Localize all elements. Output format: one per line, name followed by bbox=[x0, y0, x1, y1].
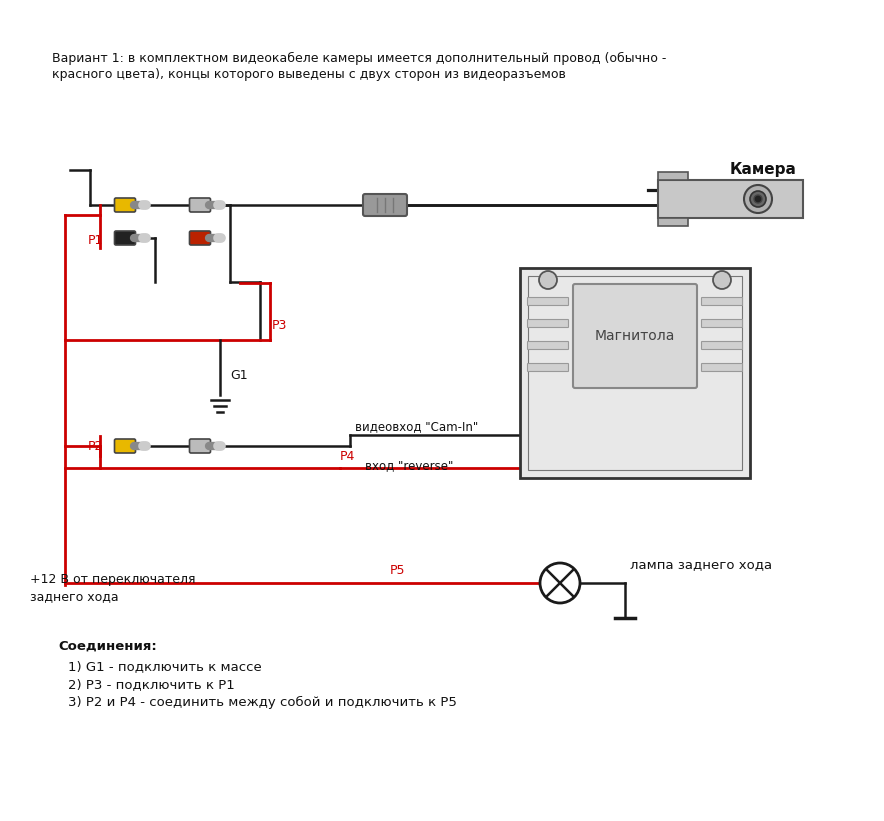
Text: Соединения:: Соединения: bbox=[58, 640, 156, 653]
Text: вход "reverse": вход "reverse" bbox=[365, 460, 453, 473]
Circle shape bbox=[754, 195, 762, 203]
Text: Вариант 1: в комплектном видеокабеле камеры имеется дополнительный провод (обычн: Вариант 1: в комплектном видеокабеле кам… bbox=[52, 52, 667, 65]
FancyBboxPatch shape bbox=[189, 198, 210, 212]
Circle shape bbox=[744, 185, 772, 213]
Text: P3: P3 bbox=[272, 319, 287, 332]
Text: P2: P2 bbox=[88, 439, 103, 452]
Circle shape bbox=[539, 271, 557, 289]
FancyBboxPatch shape bbox=[702, 364, 743, 371]
FancyBboxPatch shape bbox=[702, 319, 743, 328]
Text: видеовход "Cam-In": видеовход "Cam-In" bbox=[355, 420, 478, 433]
FancyBboxPatch shape bbox=[520, 268, 750, 478]
FancyBboxPatch shape bbox=[189, 231, 210, 245]
FancyBboxPatch shape bbox=[702, 342, 743, 350]
FancyBboxPatch shape bbox=[115, 439, 135, 453]
FancyBboxPatch shape bbox=[528, 297, 568, 305]
Text: 1) G1 - подключить к массе: 1) G1 - подключить к массе bbox=[68, 660, 262, 673]
Circle shape bbox=[713, 271, 731, 289]
FancyBboxPatch shape bbox=[363, 194, 407, 216]
Polygon shape bbox=[658, 218, 688, 226]
Polygon shape bbox=[658, 180, 803, 218]
Text: Камера: Камера bbox=[730, 162, 796, 177]
FancyBboxPatch shape bbox=[528, 364, 568, 371]
FancyBboxPatch shape bbox=[528, 319, 568, 328]
Text: 3) Р2 и Р4 - соединить между собой и подключить к Р5: 3) Р2 и Р4 - соединить между собой и под… bbox=[68, 696, 457, 709]
Text: G1: G1 bbox=[230, 369, 248, 382]
Text: P4: P4 bbox=[340, 450, 355, 462]
Text: +12 В от переключателя: +12 В от переключателя bbox=[30, 573, 195, 586]
Text: 2) Р3 - подключить к Р1: 2) Р3 - подключить к Р1 bbox=[68, 678, 235, 691]
Circle shape bbox=[750, 191, 766, 207]
FancyBboxPatch shape bbox=[573, 284, 697, 388]
Text: лампа заднего хода: лампа заднего хода bbox=[630, 558, 772, 571]
Circle shape bbox=[540, 563, 580, 603]
FancyBboxPatch shape bbox=[189, 439, 210, 453]
Text: красного цвета), концы которого выведены с двух сторон из видеоразъемов: красного цвета), концы которого выведены… bbox=[52, 68, 566, 81]
Text: P5: P5 bbox=[390, 563, 406, 576]
Text: P1: P1 bbox=[88, 233, 103, 246]
FancyBboxPatch shape bbox=[115, 231, 135, 245]
FancyBboxPatch shape bbox=[702, 297, 743, 305]
FancyBboxPatch shape bbox=[528, 342, 568, 350]
FancyBboxPatch shape bbox=[115, 198, 135, 212]
Text: Магнитола: Магнитола bbox=[595, 329, 675, 343]
Text: заднего хода: заднего хода bbox=[30, 590, 118, 603]
Polygon shape bbox=[658, 172, 688, 180]
